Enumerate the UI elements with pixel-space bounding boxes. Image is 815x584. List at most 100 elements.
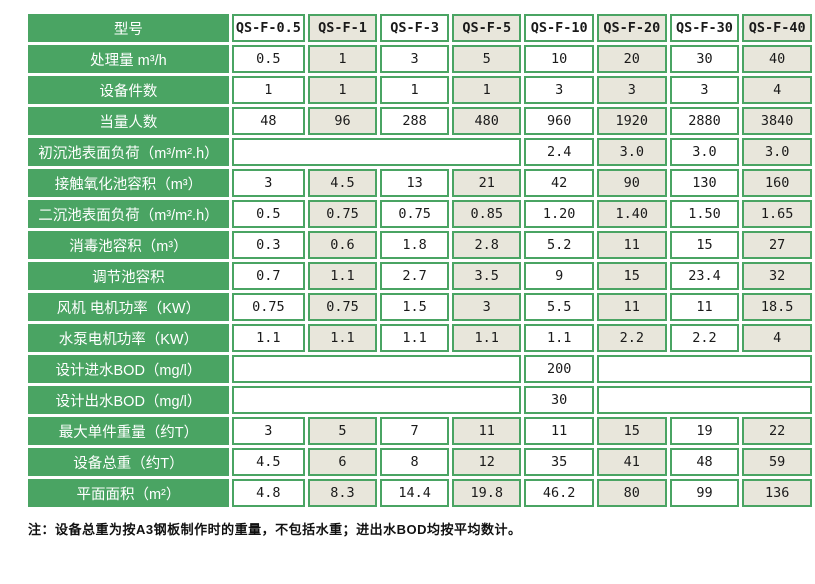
spec-cell: 46.2 (524, 479, 594, 507)
footnote: 注：设备总重为按A3钢板制作时的重量，不包括水重；进出水BOD均按平均数计。 (28, 522, 522, 537)
spec-cell: 2880 (669, 107, 740, 135)
spec-cell (231, 138, 522, 166)
spec-cell: 1 (307, 76, 378, 104)
row-label: 接触氧化池容积（m³） (28, 169, 229, 197)
spec-cell: 21 (452, 169, 522, 197)
row-label: 最大单件重量（约T） (28, 417, 229, 445)
spec-cell: 1.40 (596, 200, 667, 228)
spec-cell: 15 (596, 417, 667, 445)
table-row: 处理量 m³/h 0.5 1 3 5 10 20 30 40 (28, 45, 812, 73)
row-label: 当量人数 (28, 107, 229, 135)
spec-cell: 0.6 (307, 231, 378, 259)
table-header-row: 型号 QS-F-0.5 QS-F-1 QS-F-3 QS-F-5 QS-F-10 QS-F… (28, 14, 812, 42)
spec-cell: 5.5 (524, 293, 594, 321)
spec-cell: 48 (231, 107, 305, 135)
spec-cell: 30 (669, 45, 740, 73)
spec-cell: 20 (596, 45, 667, 73)
spec-cell: 8.3 (307, 479, 378, 507)
spec-cell: 11 (669, 293, 740, 321)
spec-cell: 1.1 (524, 324, 594, 352)
spec-cell: 3 (452, 293, 522, 321)
spec-cell: 3840 (742, 107, 812, 135)
row-label: 消毒池容积（m³） (28, 231, 229, 259)
spec-cell: 1.65 (742, 200, 812, 228)
spec-cell: 1.5 (380, 293, 450, 321)
spec-cell: 2.7 (380, 262, 450, 290)
spec-cell: 1.1 (307, 262, 378, 290)
spec-cell: 288 (380, 107, 450, 135)
spec-cell (596, 355, 812, 383)
table-row: 调节池容积 0.7 1.1 2.7 3.5 9 15 23.4 32 (28, 262, 812, 290)
spec-cell: 3 (524, 76, 594, 104)
spec-cell: 0.75 (231, 293, 305, 321)
spec-cell: 1 (380, 76, 450, 104)
spec-cell: 7 (380, 417, 450, 445)
spec-cell: 0.75 (307, 293, 378, 321)
spec-cell: 2.2 (669, 324, 740, 352)
spec-cell: 160 (742, 169, 812, 197)
table-row: 消毒池容积（m³） 0.3 0.6 1.8 2.8 5.2 11 15 27 (28, 231, 812, 259)
table-row: 设计出水BOD（mg/l） 30 (28, 386, 812, 414)
model-header-label: 型号 (28, 14, 229, 42)
row-label: 设计出水BOD（mg/l） (28, 386, 229, 414)
spec-cell: 1 (231, 76, 305, 104)
spec-cell: 5.2 (524, 231, 594, 259)
row-label: 调节池容积 (28, 262, 229, 290)
spec-cell: 0.85 (452, 200, 522, 228)
spec-cell: 2.4 (524, 138, 594, 166)
spec-cell: 0.5 (231, 200, 305, 228)
spec-table: 型号 QS-F-0.5 QS-F-1 QS-F-3 QS-F-5 QS-F-10 QS-F… (25, 11, 815, 510)
spec-cell: 2.2 (596, 324, 667, 352)
model-header: QS-F-1 (307, 14, 378, 42)
table-row: 当量人数 48 96 288 480 960 1920 2880 3840 (28, 107, 812, 135)
spec-cell: 1.50 (669, 200, 740, 228)
row-label: 水泵电机功率（KW） (28, 324, 229, 352)
spec-cell: 35 (524, 448, 594, 476)
table-row: 水泵电机功率（KW） 1.1 1.1 1.1 1.1 1.1 2.2 2.2 4 (28, 324, 812, 352)
spec-cell: 3 (231, 169, 305, 197)
spec-cell: 19.8 (452, 479, 522, 507)
row-label: 处理量 m³/h (28, 45, 229, 73)
row-label: 风机 电机功率（KW） (28, 293, 229, 321)
table-row: 初沉池表面负荷（m³/m².h） 2.4 3.0 3.0 3.0 (28, 138, 812, 166)
spec-cell: 3 (380, 45, 450, 73)
spec-cell: 1.1 (231, 324, 305, 352)
row-label: 设备件数 (28, 76, 229, 104)
spec-cell: 0.5 (231, 45, 305, 73)
spec-cell: 90 (596, 169, 667, 197)
spec-cell: 8 (380, 448, 450, 476)
spec-cell: 22 (742, 417, 812, 445)
spec-cell: 9 (524, 262, 594, 290)
table-row: 接触氧化池容积（m³） 3 4.5 13 21 42 90 130 160 (28, 169, 812, 197)
model-header: QS-F-20 (596, 14, 667, 42)
spec-cell: 1.1 (307, 324, 378, 352)
spec-cell: 99 (669, 479, 740, 507)
spec-cell: 59 (742, 448, 812, 476)
row-label: 平面面积（m²） (28, 479, 229, 507)
spec-cell: 3.0 (742, 138, 812, 166)
spec-cell: 48 (669, 448, 740, 476)
spec-cell (231, 386, 522, 414)
spec-cell: 11 (524, 417, 594, 445)
spec-cell: 11 (452, 417, 522, 445)
row-label: 设备总重（约T） (28, 448, 229, 476)
spec-cell: 80 (596, 479, 667, 507)
spec-cell: 3 (669, 76, 740, 104)
spec-cell: 6 (307, 448, 378, 476)
spec-cell: 0.75 (380, 200, 450, 228)
spec-cell: 200 (524, 355, 594, 383)
spec-cell: 4.5 (307, 169, 378, 197)
model-header: QS-F-0.5 (231, 14, 305, 42)
spec-cell: 480 (452, 107, 522, 135)
spec-cell: 4 (742, 324, 812, 352)
spec-cell (596, 386, 812, 414)
spec-cell: 3.0 (669, 138, 740, 166)
spec-cell: 27 (742, 231, 812, 259)
spec-cell: 4.8 (231, 479, 305, 507)
spec-cell: 1.1 (452, 324, 522, 352)
spec-cell: 4.5 (231, 448, 305, 476)
spec-cell: 11 (596, 231, 667, 259)
table-row: 设计进水BOD（mg/l） 200 (28, 355, 812, 383)
spec-cell: 1 (307, 45, 378, 73)
spec-cell: 3.0 (596, 138, 667, 166)
